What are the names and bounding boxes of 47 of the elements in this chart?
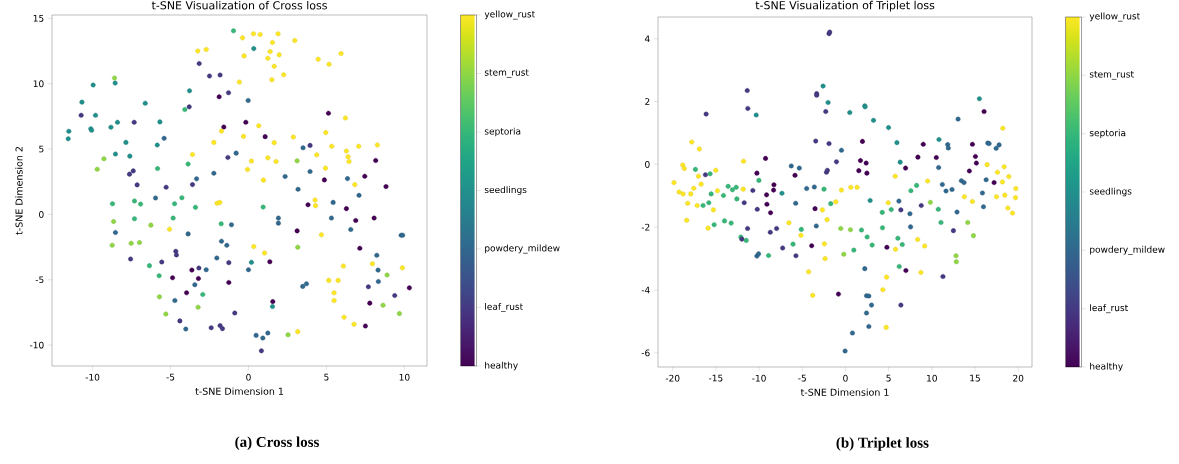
color-bar-label: yellow_rust (1089, 12, 1140, 22)
y-axis-title: t-SNE Dimension 2 (15, 147, 23, 235)
color-bar-label: seedlings (1089, 187, 1132, 197)
color-bar-label: seedlings (484, 186, 527, 195)
x-tick-label: 0 (246, 373, 251, 381)
y-tick-label: -4 (641, 286, 650, 294)
color-bar-label: healthy (485, 361, 518, 371)
chart-title: t-SNE Visualization of Triplet loss (755, 0, 935, 12)
y-tick-label: 4 (644, 35, 650, 42)
x-tick-label: -5 (798, 374, 806, 382)
text: (a) Cross loss (235, 436, 319, 451)
y-tick-label: 0 (39, 211, 44, 218)
color-bar-label: stem_rust (1089, 71, 1134, 80)
color-bar-label: yellow_rust (484, 10, 535, 20)
color-bar-label: healthy (1090, 362, 1123, 372)
y-tick-label: 5 (39, 145, 44, 153)
x-tick-label: 20 (1013, 374, 1024, 382)
text: (b) Triplet loss (836, 437, 929, 451)
x-axis-title: t-SNE Dimension 1 (195, 387, 284, 395)
color-bar-label: powdery_mildew (485, 244, 560, 254)
y-tick-label: 15 (33, 15, 44, 22)
y-tick-label: -5 (35, 276, 44, 284)
color-bar-label: stem_rust (484, 69, 529, 78)
x-tick-label: -5 (166, 373, 175, 381)
color-bar-label: septoria (484, 127, 521, 137)
x-tick-label: 5 (886, 374, 891, 382)
x-tick-label: 5 (324, 373, 329, 381)
y-tick-label: -6 (641, 349, 650, 357)
x-tick-label: -15 (708, 374, 723, 382)
color-bar-label: leaf_rust (1090, 304, 1128, 314)
x-tick-label: 10 (399, 373, 410, 381)
x-tick-label: -10 (85, 373, 100, 381)
color-bar-label: septoria (1089, 129, 1126, 139)
x-tick-label: 15 (970, 374, 980, 382)
x-tick-label: -10 (752, 374, 766, 382)
color-bar-label: leaf_rust (485, 303, 523, 312)
chart-title: t-SNE Visualization of Cross loss (151, 0, 327, 10)
x-tick-label: 0 (843, 374, 848, 382)
y-tick-label: -2 (641, 223, 650, 231)
x-tick-label: 10 (927, 374, 937, 382)
x-axis-title: t-SNE Dimension 1 (800, 388, 889, 396)
y-tick-label: 10 (33, 80, 44, 88)
color-bar-label: powdery_mildew (1090, 245, 1165, 255)
y-tick-label: 0 (645, 160, 650, 168)
y-tick-label: -10 (29, 341, 44, 349)
x-tick-label: -20 (665, 374, 680, 382)
y-tick-label: 2 (645, 98, 650, 105)
